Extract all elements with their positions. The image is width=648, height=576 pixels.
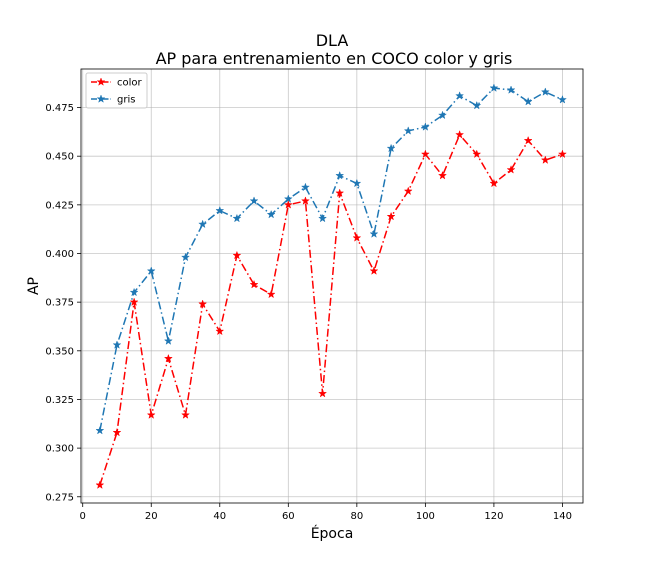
- data-point-color: [95, 480, 105, 489]
- data-point-color: [163, 353, 173, 363]
- x-tick-label: 40: [213, 511, 226, 522]
- series-gris: [95, 83, 567, 435]
- legend-marker: [96, 77, 106, 86]
- data-point-gris: [352, 178, 362, 188]
- series-color: [95, 130, 567, 489]
- legend-label: color: [117, 78, 143, 89]
- y-tick-label: 0.375: [45, 298, 74, 309]
- legend-label: gris: [117, 95, 135, 106]
- data-point-gris: [386, 143, 396, 153]
- data-point-color: [215, 326, 225, 336]
- data-point-gris: [249, 196, 259, 205]
- data-point-color: [489, 178, 499, 188]
- data-point-gris: [455, 91, 465, 100]
- y-tick-label: 0.475: [45, 103, 74, 114]
- grid: [81, 69, 583, 503]
- data-point-color: [386, 211, 396, 221]
- x-tick-label: 80: [350, 511, 363, 522]
- y-tick-label: 0.325: [45, 395, 74, 406]
- data-point-gris: [198, 219, 208, 229]
- legend-marker: [96, 94, 106, 103]
- axis-ticks: 0 20 40 60 80 100 120 140 0.275 0.300 0.325 0.350 0.…: [45, 103, 572, 522]
- data-point-gris: [403, 126, 413, 135]
- data-point-gris: [215, 205, 225, 215]
- data-point-color: [420, 149, 430, 159]
- data-point-gris: [266, 209, 276, 219]
- data-point-color: [335, 188, 345, 198]
- data-point-color: [403, 186, 413, 196]
- y-tick-label: 0.350: [45, 346, 74, 357]
- data-point-color: [540, 155, 550, 164]
- legend-entry-gris: gris: [91, 94, 135, 106]
- chart-title: DLA: [316, 31, 349, 50]
- x-tick-label: 120: [484, 511, 503, 522]
- chart-subtitle: AP para entrenamiento en COCO color y gr…: [156, 49, 513, 68]
- y-tick-label: 0.275: [45, 492, 74, 503]
- data-point-color: [266, 289, 276, 299]
- data-point-gris: [129, 287, 139, 297]
- data-point-gris: [95, 425, 105, 435]
- data-point-color: [318, 388, 328, 398]
- series-layer: [95, 83, 567, 489]
- data-point-gris: [335, 170, 345, 180]
- data-point-gris: [540, 87, 550, 96]
- data-point-gris: [300, 182, 310, 192]
- data-point-gris: [146, 266, 156, 275]
- data-point-color: [146, 410, 156, 419]
- data-point-color: [506, 165, 516, 174]
- data-point-gris: [180, 252, 191, 262]
- x-tick-label: 20: [145, 511, 158, 522]
- data-point-color: [300, 196, 310, 205]
- y-tick-label: 0.425: [45, 200, 74, 211]
- data-point-gris: [489, 83, 499, 92]
- plot-frame: [80, 68, 584, 504]
- x-tick-label: 60: [282, 511, 295, 522]
- series-line-color: [99, 133, 563, 486]
- data-point-color: [455, 130, 465, 139]
- legend: color gris: [85, 72, 148, 109]
- x-tick-label: 140: [553, 511, 572, 522]
- y-tick-label: 0.300: [45, 444, 74, 455]
- data-point-color: [180, 410, 191, 419]
- data-point-gris: [318, 213, 328, 223]
- data-point-color: [523, 135, 533, 145]
- data-point-color: [557, 149, 567, 159]
- x-tick-label: 100: [416, 511, 435, 522]
- data-point-gris: [523, 96, 533, 106]
- data-point-color: [472, 149, 482, 159]
- series-line-gris: [99, 87, 563, 431]
- x-tick-label: 0: [80, 511, 86, 522]
- data-point-color: [283, 200, 293, 209]
- data-point-gris: [472, 100, 482, 110]
- data-point-gris: [437, 110, 448, 120]
- y-tick-label: 0.400: [45, 249, 74, 260]
- legend-items: color gris: [91, 77, 143, 106]
- data-point-gris: [420, 122, 430, 131]
- data-point-gris: [369, 229, 379, 238]
- data-point-gris: [112, 340, 122, 349]
- data-point-color: [232, 250, 242, 260]
- data-point-color: [437, 170, 448, 180]
- data-point-color: [352, 233, 362, 242]
- data-point-gris: [283, 194, 293, 203]
- y-axis-label: AP: [26, 277, 42, 295]
- data-point-color: [112, 427, 122, 437]
- legend-entry-color: color: [91, 77, 143, 89]
- data-point-color: [249, 279, 259, 289]
- data-point-gris: [232, 213, 242, 223]
- data-point-gris: [506, 85, 516, 94]
- data-point-color: [198, 299, 208, 308]
- data-point-gris: [557, 94, 567, 104]
- data-point-color: [369, 266, 379, 275]
- data-point-color: [129, 297, 139, 307]
- y-tick-label: 0.450: [45, 152, 74, 163]
- data-point-gris: [163, 336, 173, 345]
- x-axis-label: Época: [311, 525, 354, 542]
